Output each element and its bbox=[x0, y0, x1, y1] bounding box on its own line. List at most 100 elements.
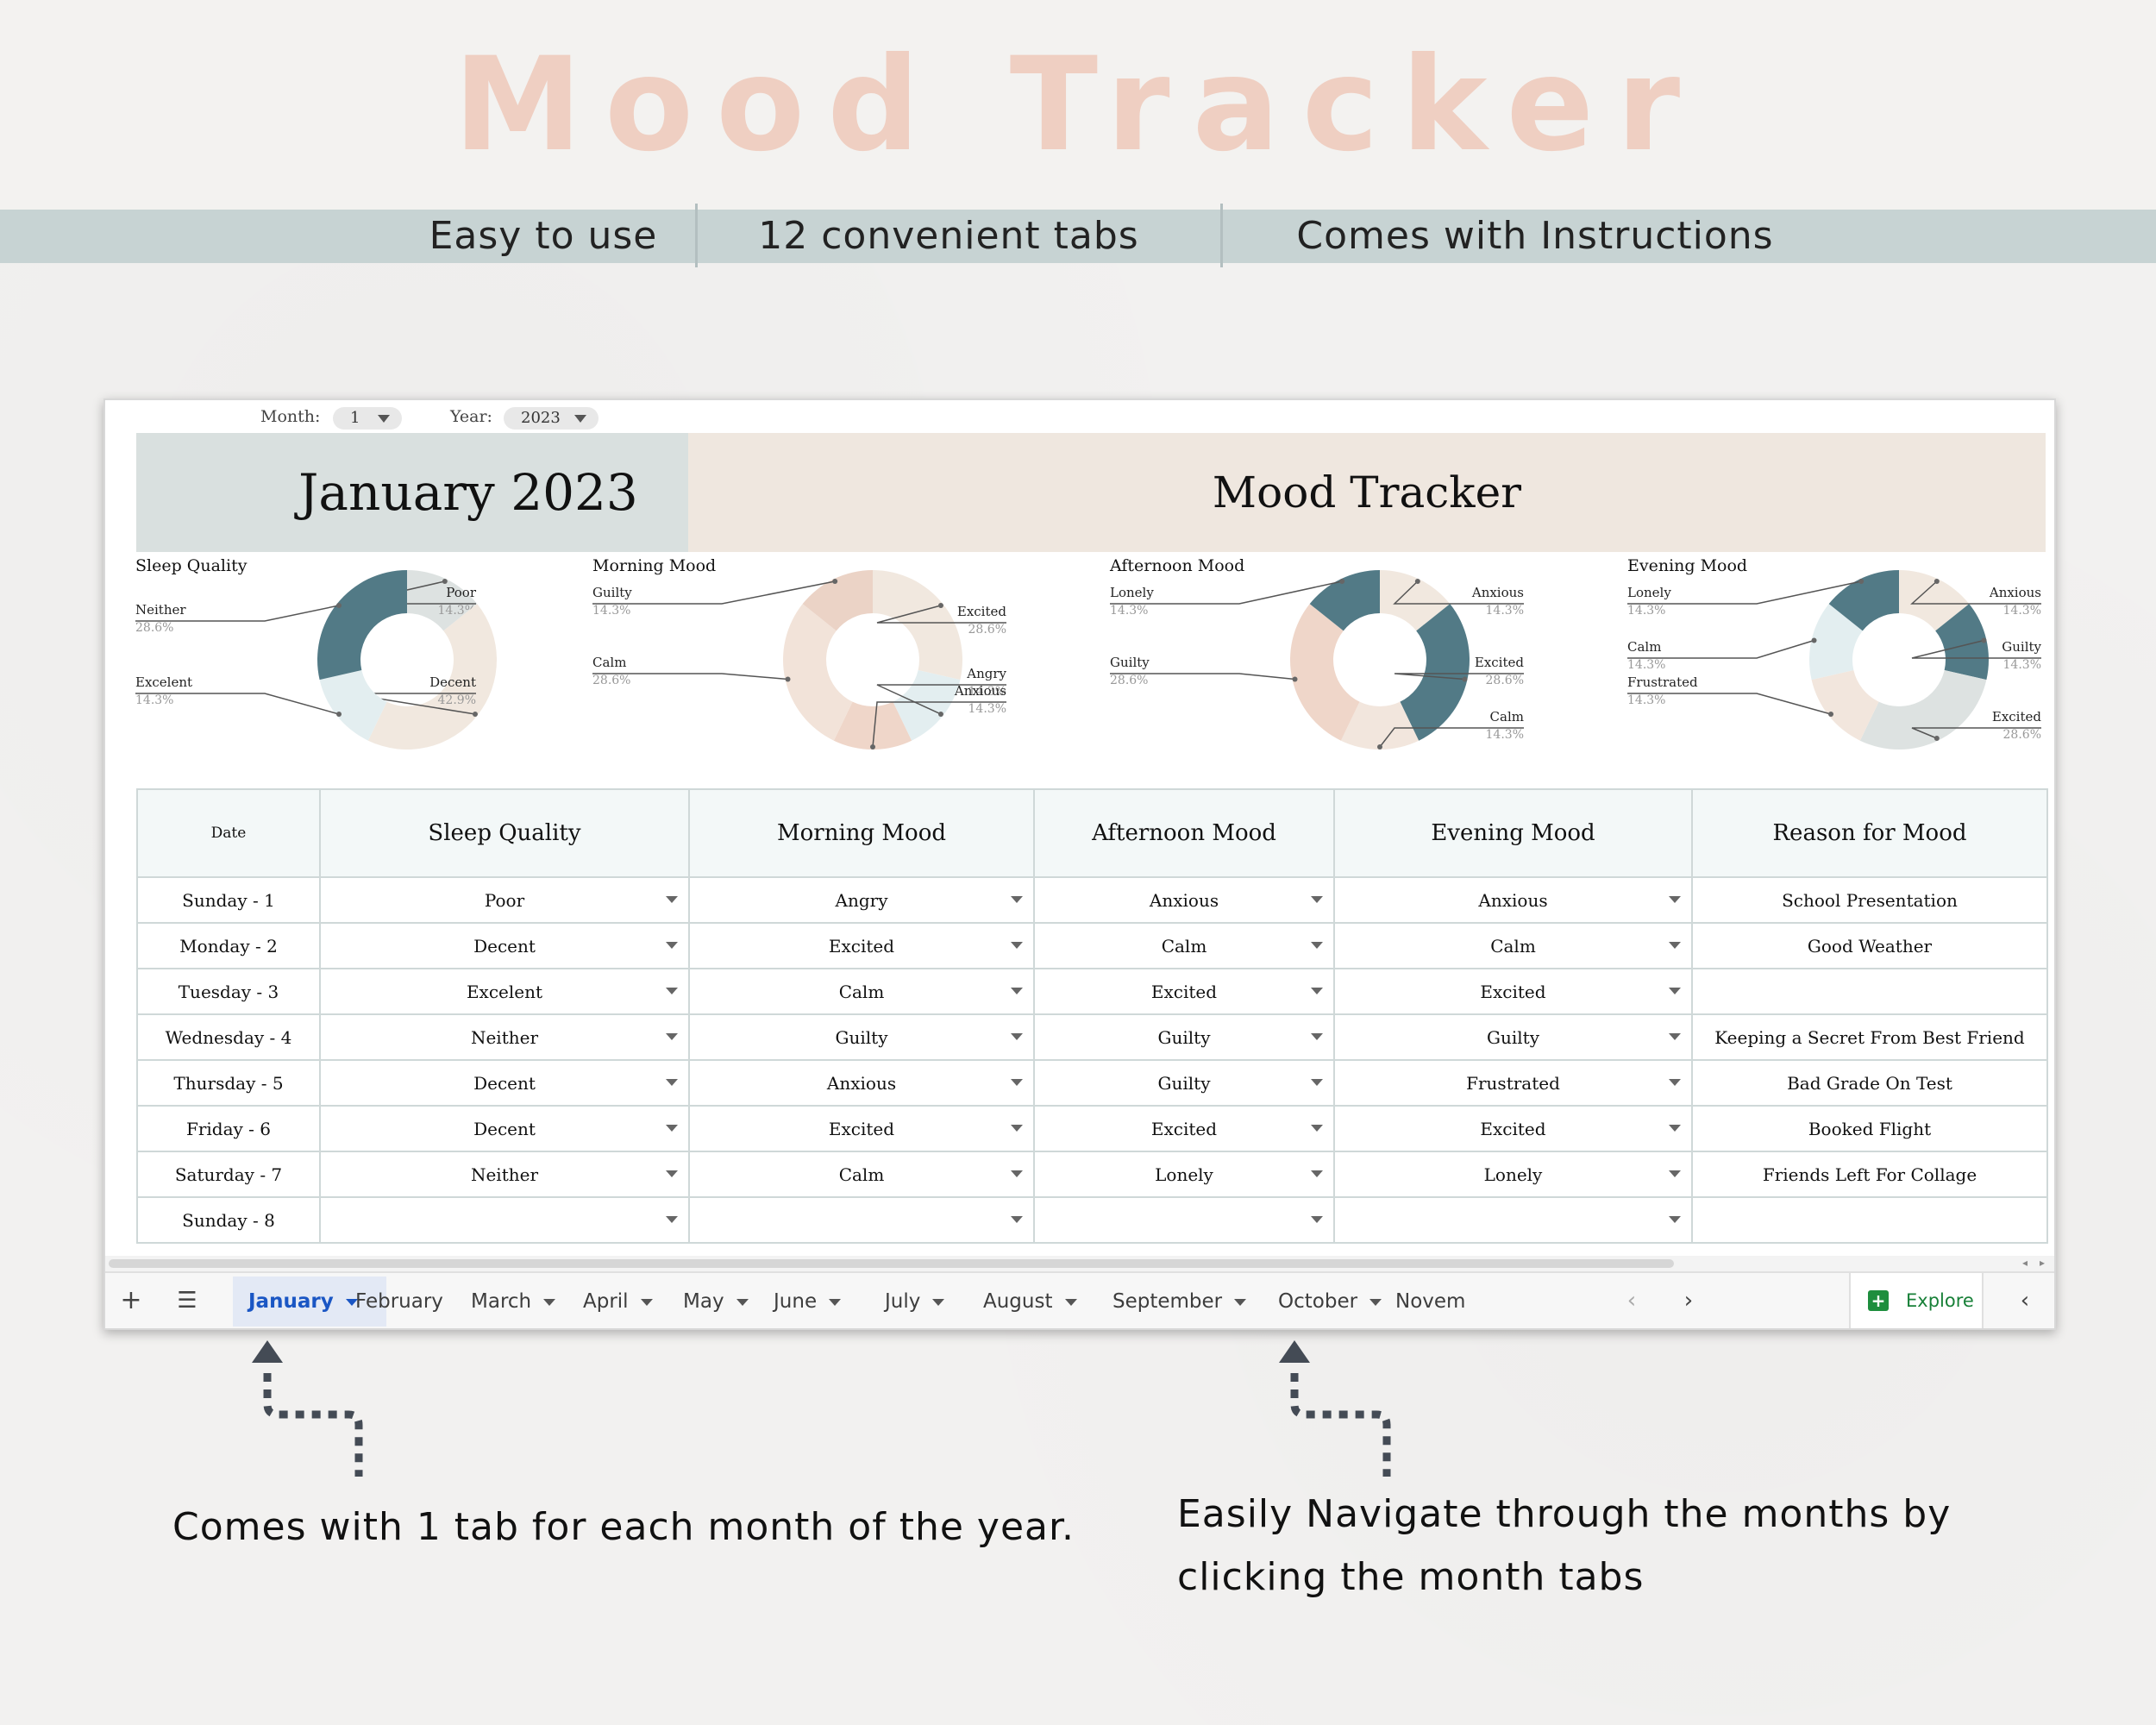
cell-morning[interactable]: Anxious bbox=[688, 1059, 1035, 1107]
cell-afternoon[interactable]: Guilty bbox=[1033, 1059, 1335, 1107]
cell-date[interactable]: Sunday - 1 bbox=[136, 876, 321, 924]
dropdown-chevron-icon[interactable] bbox=[1669, 1079, 1681, 1086]
dropdown-chevron-icon[interactable] bbox=[1011, 1033, 1023, 1040]
dropdown-chevron-icon[interactable] bbox=[1011, 896, 1023, 903]
tab-menu-chevron-icon[interactable] bbox=[829, 1298, 842, 1306]
side-panel-toggle-icon[interactable]: ‹ bbox=[2020, 1288, 2030, 1314]
tab-menu-chevron-icon[interactable] bbox=[543, 1298, 556, 1306]
cell-date[interactable]: Thursday - 5 bbox=[136, 1059, 321, 1107]
cell-evening[interactable] bbox=[1333, 1196, 1693, 1244]
cell-afternoon[interactable]: Excited bbox=[1033, 1105, 1335, 1152]
dropdown-chevron-icon[interactable] bbox=[1311, 942, 1323, 949]
dropdown-chevron-icon[interactable] bbox=[1669, 1125, 1681, 1132]
sheet-tab-june[interactable]: June bbox=[758, 1276, 877, 1327]
dropdown-chevron-icon[interactable] bbox=[666, 988, 678, 994]
cell-evening[interactable]: Guilty bbox=[1333, 1013, 1693, 1061]
sheet-tab-april[interactable]: April bbox=[567, 1276, 674, 1327]
cell-sleep[interactable] bbox=[319, 1196, 690, 1244]
dropdown-chevron-icon[interactable] bbox=[666, 1170, 678, 1177]
cell-morning[interactable] bbox=[688, 1196, 1035, 1244]
cell-afternoon[interactable]: Guilty bbox=[1033, 1013, 1335, 1061]
cell-sleep[interactable]: Decent bbox=[319, 1105, 690, 1152]
dropdown-chevron-icon[interactable] bbox=[1011, 1125, 1023, 1132]
dropdown-chevron-icon[interactable] bbox=[1669, 942, 1681, 949]
dropdown-chevron-icon[interactable] bbox=[1669, 1170, 1681, 1177]
cell-date[interactable]: Monday - 2 bbox=[136, 922, 321, 969]
sheet-tab-august[interactable]: August bbox=[968, 1276, 1104, 1327]
cell-reason[interactable]: Keeping a Secret From Best Friend bbox=[1691, 1013, 2048, 1061]
cell-date[interactable]: Tuesday - 3 bbox=[136, 968, 321, 1015]
cell-sleep[interactable]: Neither bbox=[319, 1151, 690, 1198]
cell-afternoon[interactable]: Calm bbox=[1033, 922, 1335, 969]
explore-button[interactable]: + Explore bbox=[1849, 1273, 1984, 1328]
tab-menu-chevron-icon[interactable] bbox=[932, 1298, 945, 1306]
tab-menu-chevron-icon[interactable] bbox=[345, 1298, 358, 1306]
tab-scroll-right-icon[interactable]: › bbox=[1683, 1288, 1694, 1314]
dropdown-chevron-icon[interactable] bbox=[1311, 1033, 1323, 1040]
cell-evening[interactable]: Lonely bbox=[1333, 1151, 1693, 1198]
cell-morning[interactable]: Excited bbox=[688, 922, 1035, 969]
sheet-tab-september[interactable]: September bbox=[1097, 1276, 1268, 1327]
dropdown-chevron-icon[interactable] bbox=[1669, 1033, 1681, 1040]
horizontal-scrollbar[interactable] bbox=[109, 1259, 1674, 1268]
cell-afternoon[interactable]: Lonely bbox=[1033, 1151, 1335, 1198]
cell-sleep[interactable]: Decent bbox=[319, 922, 690, 969]
dropdown-chevron-icon[interactable] bbox=[666, 942, 678, 949]
dropdown-chevron-icon[interactable] bbox=[1311, 1216, 1323, 1223]
dropdown-chevron-icon[interactable] bbox=[666, 1216, 678, 1223]
dropdown-chevron-icon[interactable] bbox=[1011, 942, 1023, 949]
sheet-tab-march[interactable]: March bbox=[455, 1276, 574, 1327]
cell-reason[interactable]: School Presentation bbox=[1691, 876, 2048, 924]
tab-menu-chevron-icon[interactable] bbox=[640, 1298, 653, 1306]
dropdown-chevron-icon[interactable] bbox=[1311, 1125, 1323, 1132]
cell-afternoon[interactable]: Anxious bbox=[1033, 876, 1335, 924]
cell-date[interactable]: Wednesday - 4 bbox=[136, 1013, 321, 1061]
cell-sleep[interactable]: Poor bbox=[319, 876, 690, 924]
all-sheets-menu-icon[interactable]: ☰ bbox=[177, 1288, 197, 1314]
cell-morning[interactable]: Calm bbox=[688, 1151, 1035, 1198]
dropdown-chevron-icon[interactable] bbox=[1669, 896, 1681, 903]
cell-reason[interactable]: Good Weather bbox=[1691, 922, 2048, 969]
tab-menu-chevron-icon[interactable] bbox=[1369, 1298, 1382, 1306]
dropdown-chevron-icon[interactable] bbox=[1011, 988, 1023, 994]
dropdown-chevron-icon[interactable] bbox=[666, 896, 678, 903]
cell-morning[interactable]: Guilty bbox=[688, 1013, 1035, 1061]
tab-menu-chevron-icon[interactable] bbox=[736, 1298, 749, 1306]
cell-reason[interactable]: Bad Grade On Test bbox=[1691, 1059, 2048, 1107]
dropdown-chevron-icon[interactable] bbox=[1311, 896, 1323, 903]
sheet-tab-july[interactable]: July bbox=[869, 1276, 975, 1327]
cell-afternoon[interactable] bbox=[1033, 1196, 1335, 1244]
tab-scroll-left-icon[interactable]: ‹ bbox=[1626, 1288, 1637, 1314]
cell-date[interactable]: Saturday - 7 bbox=[136, 1151, 321, 1198]
dropdown-chevron-icon[interactable] bbox=[1011, 1170, 1023, 1177]
dropdown-chevron-icon[interactable] bbox=[1311, 1079, 1323, 1086]
month-dropdown[interactable]: 1 bbox=[333, 407, 402, 430]
cell-sleep[interactable]: Neither bbox=[319, 1013, 690, 1061]
dropdown-chevron-icon[interactable] bbox=[1011, 1216, 1023, 1223]
cell-reason[interactable]: Booked Flight bbox=[1691, 1105, 2048, 1152]
dropdown-chevron-icon[interactable] bbox=[1011, 1079, 1023, 1086]
dropdown-chevron-icon[interactable] bbox=[666, 1079, 678, 1086]
dropdown-chevron-icon[interactable] bbox=[1311, 988, 1323, 994]
dropdown-chevron-icon[interactable] bbox=[666, 1125, 678, 1132]
cell-morning[interactable]: Excited bbox=[688, 1105, 1035, 1152]
cell-date[interactable]: Sunday - 8 bbox=[136, 1196, 321, 1244]
tab-menu-chevron-icon[interactable] bbox=[1064, 1298, 1077, 1306]
sheet-tab-may[interactable]: May bbox=[667, 1276, 766, 1327]
sheet-tab-novem[interactable]: Novem bbox=[1380, 1276, 1473, 1327]
scroll-right-icon[interactable]: ▸ bbox=[2039, 1257, 2046, 1269]
cell-evening[interactable]: Frustrated bbox=[1333, 1059, 1693, 1107]
cell-evening[interactable]: Excited bbox=[1333, 1105, 1693, 1152]
add-sheet-icon[interactable]: + bbox=[120, 1285, 142, 1315]
year-dropdown[interactable]: 2023 bbox=[504, 407, 599, 430]
cell-morning[interactable]: Angry bbox=[688, 876, 1035, 924]
scroll-left-icon[interactable]: ◂ bbox=[2021, 1257, 2028, 1269]
cell-reason[interactable] bbox=[1691, 1196, 2048, 1244]
cell-reason[interactable] bbox=[1691, 968, 2048, 1015]
sheet-tab-january[interactable]: January bbox=[233, 1276, 386, 1327]
dropdown-chevron-icon[interactable] bbox=[1669, 1216, 1681, 1223]
dropdown-chevron-icon[interactable] bbox=[1311, 1170, 1323, 1177]
cell-evening[interactable]: Anxious bbox=[1333, 876, 1693, 924]
tab-menu-chevron-icon[interactable] bbox=[1234, 1298, 1247, 1306]
dropdown-chevron-icon[interactable] bbox=[1669, 988, 1681, 994]
